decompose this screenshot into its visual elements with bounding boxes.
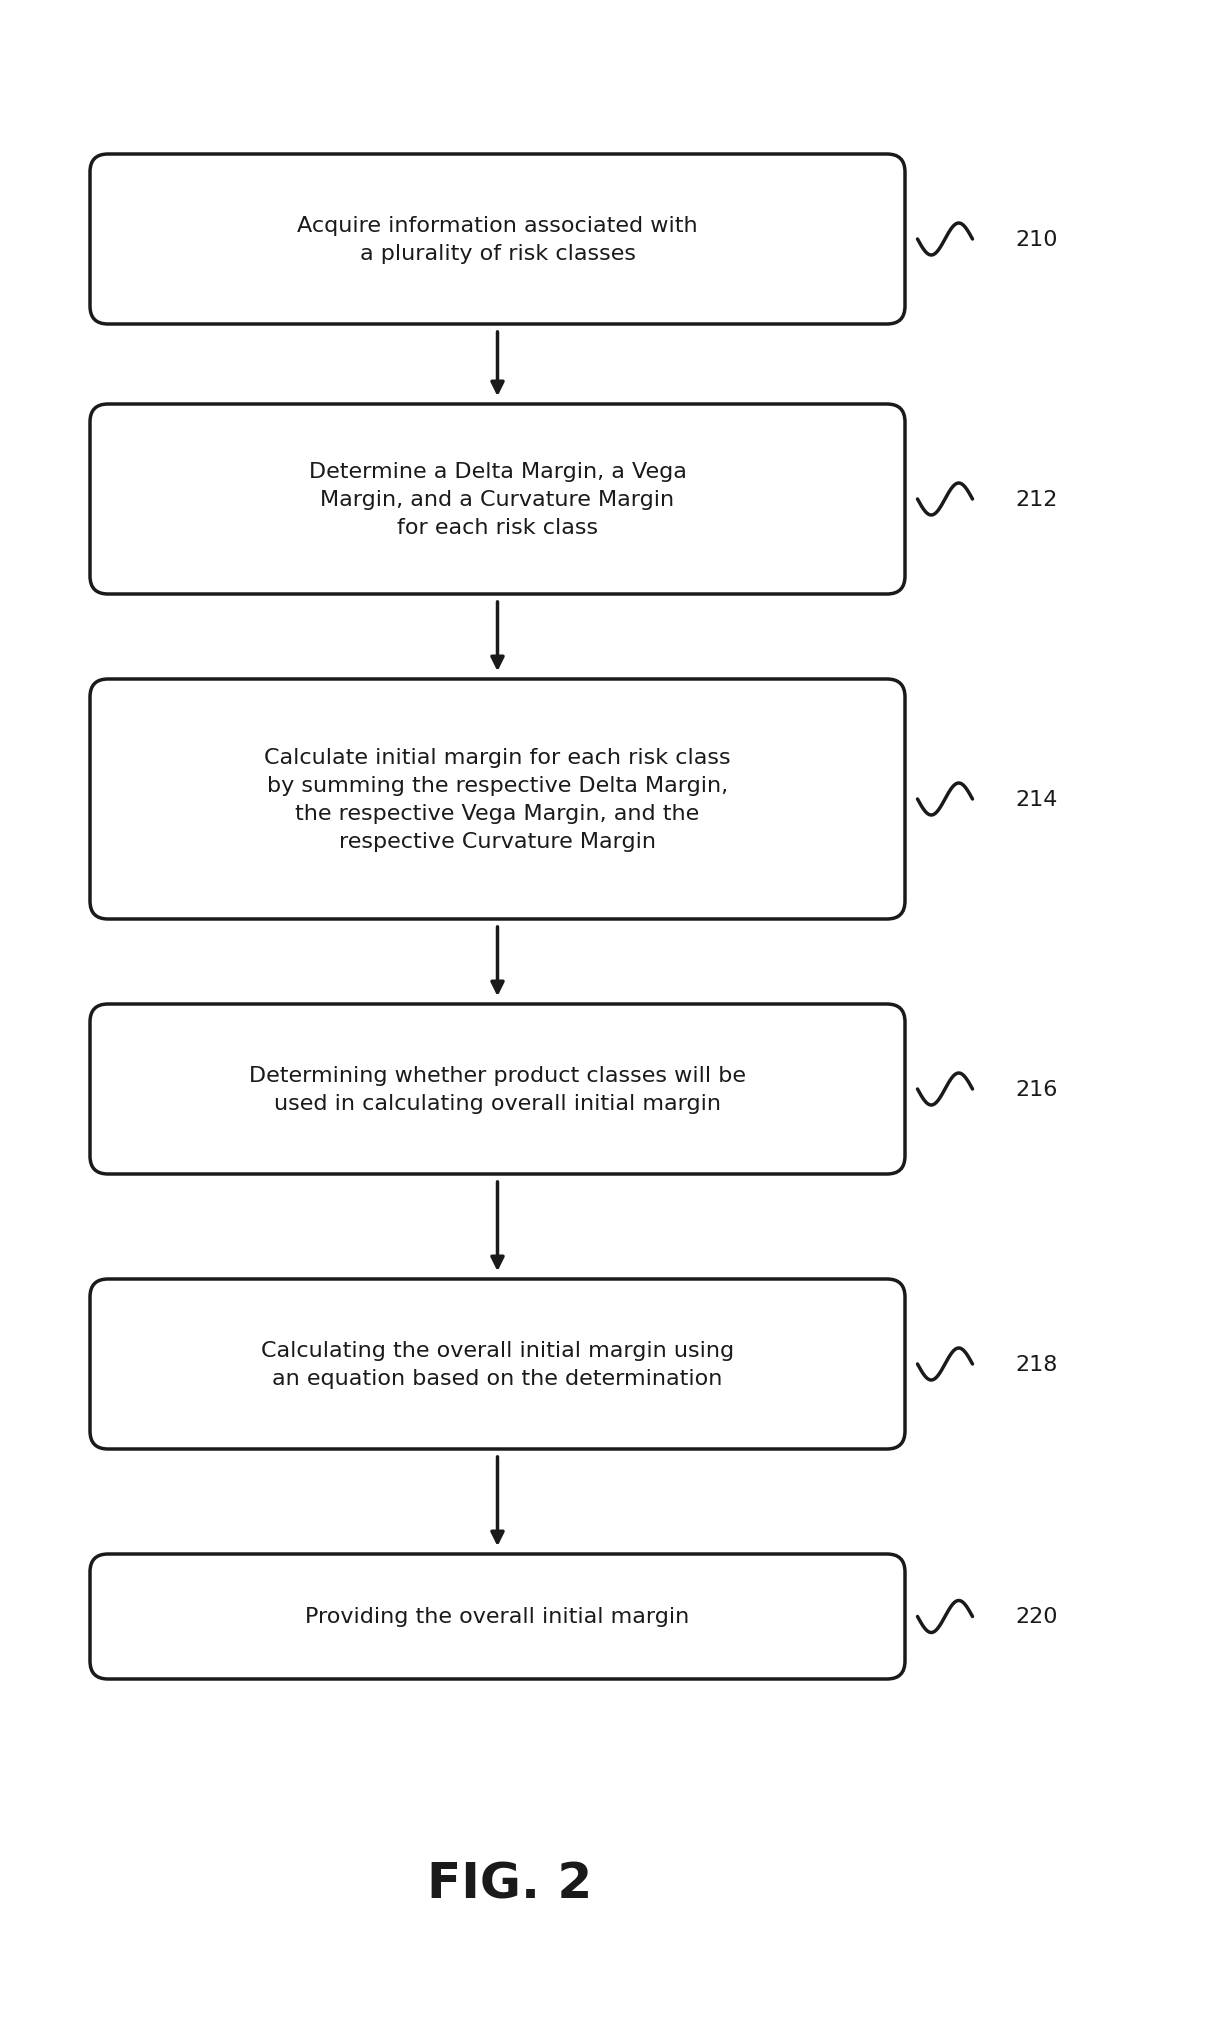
Text: FIG. 2: FIG. 2 (427, 1859, 593, 1908)
Text: 220: 220 (1015, 1607, 1058, 1628)
FancyBboxPatch shape (90, 1004, 905, 1174)
Text: 216: 216 (1015, 1079, 1058, 1099)
Text: 212: 212 (1015, 490, 1058, 510)
Text: Providing the overall initial margin: Providing the overall initial margin (305, 1607, 690, 1628)
FancyBboxPatch shape (90, 154, 905, 325)
FancyBboxPatch shape (90, 1554, 905, 1678)
Text: Determining whether product classes will be
used in calculating overall initial : Determining whether product classes will… (248, 1065, 747, 1114)
Text: 214: 214 (1015, 790, 1058, 809)
Text: 210: 210 (1015, 230, 1058, 250)
FancyBboxPatch shape (90, 404, 905, 595)
Text: Calculate initial margin for each risk class
by summing the respective Delta Mar: Calculate initial margin for each risk c… (264, 748, 731, 851)
FancyBboxPatch shape (90, 1280, 905, 1449)
Text: Acquire information associated with
a plurality of risk classes: Acquire information associated with a pl… (298, 215, 697, 264)
Text: Calculating the overall initial margin using
an equation based on the determinat: Calculating the overall initial margin u… (261, 1341, 734, 1388)
Text: 218: 218 (1015, 1355, 1058, 1374)
FancyBboxPatch shape (90, 679, 905, 920)
Text: Determine a Delta Margin, a Vega
Margin, and a Curvature Margin
for each risk cl: Determine a Delta Margin, a Vega Margin,… (309, 461, 686, 538)
